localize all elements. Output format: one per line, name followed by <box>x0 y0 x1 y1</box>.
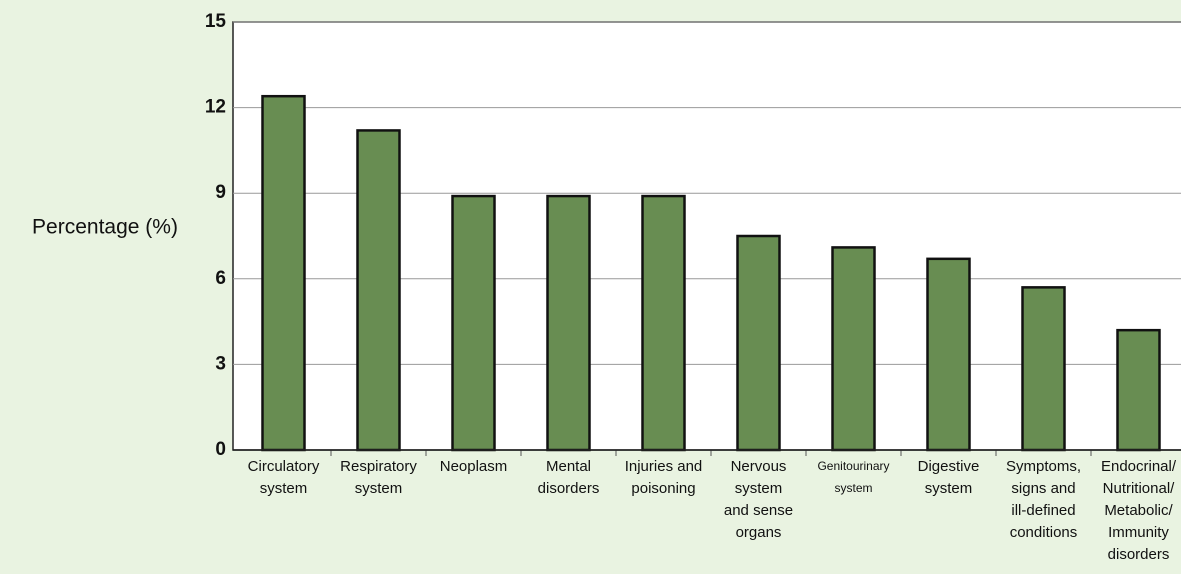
bar <box>546 194 591 452</box>
y-tick-label: 6 <box>215 268 226 289</box>
bar <box>451 194 496 452</box>
x-tick-label: Genitourinary <box>817 459 889 473</box>
bar <box>261 94 306 452</box>
y-tick-label: 12 <box>205 97 226 118</box>
y-tick-label: 9 <box>215 182 226 203</box>
y-axis-label: Percentage (%) <box>32 216 178 239</box>
x-tick-label: Circulatory <box>248 458 320 475</box>
bar <box>641 194 686 452</box>
x-tick-label: Nervous <box>731 458 787 475</box>
bar <box>1116 328 1161 452</box>
x-tick-label: Neoplasm <box>440 458 508 475</box>
x-tick-label: signs and <box>1011 480 1075 497</box>
y-tick-label: 15 <box>205 11 227 32</box>
x-tick-label: system <box>925 480 973 497</box>
x-tick-label: Injuries and <box>625 458 703 475</box>
y-tick-label: 3 <box>215 353 226 374</box>
x-tick-label: system <box>355 480 403 497</box>
bar <box>356 129 401 452</box>
x-tick-label: Respiratory <box>340 458 417 475</box>
x-tick-label: conditions <box>1010 524 1078 541</box>
x-tick-label: Endocrinal/ <box>1101 458 1177 475</box>
x-tick-label: Mental <box>546 458 591 475</box>
x-tick-label: ill-defined <box>1011 502 1075 519</box>
y-tick-label: 0 <box>215 439 226 460</box>
x-tick-label: Symptoms, <box>1006 458 1081 475</box>
x-tick-label: and sense <box>724 502 793 519</box>
x-tick-label: Metabolic/ <box>1104 502 1173 519</box>
x-tick-label: Immunity <box>1108 524 1169 541</box>
x-tick-label: organs <box>736 524 782 541</box>
x-tick-label: system <box>735 480 783 497</box>
x-tick-label: system <box>260 480 308 497</box>
bar <box>736 234 781 452</box>
x-tick-label: poisoning <box>631 480 695 497</box>
x-tick-label: system <box>834 481 872 495</box>
bar <box>831 246 876 452</box>
bar <box>1021 286 1066 452</box>
x-tick-label: disorders <box>538 480 600 497</box>
x-tick-label: Digestive <box>918 458 980 475</box>
bar <box>926 257 971 452</box>
x-tick-label: Nutritional/ <box>1103 480 1176 497</box>
x-tick-label: disorders <box>1108 546 1170 563</box>
